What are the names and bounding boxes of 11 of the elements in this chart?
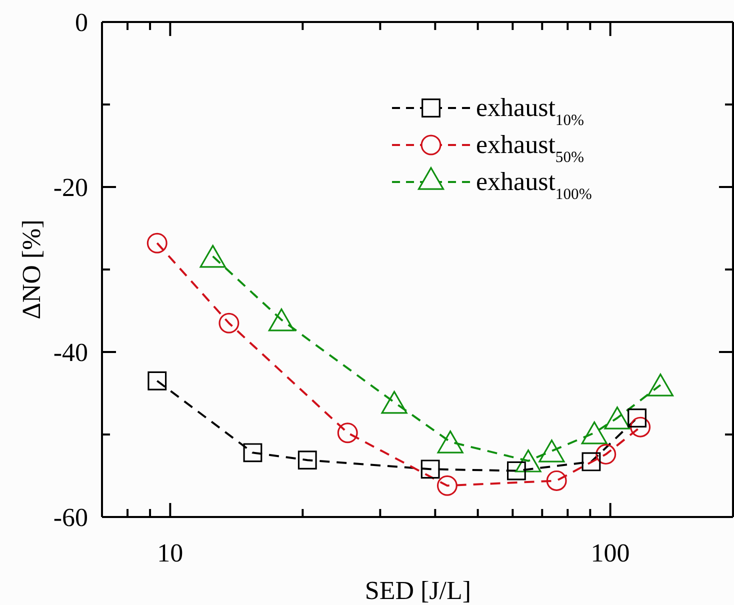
y-tick-label: -20: [53, 173, 88, 202]
legend-label: exhaust$_{10%}$: [476, 93, 584, 128]
y-tick-label: -60: [53, 503, 88, 532]
legend-label: exhaust$_{50%}$: [476, 130, 584, 166]
x-tick-label: 100: [590, 538, 630, 568]
legend-label: exhaust$_{100%}$: [476, 167, 592, 202]
x-axis-title: SED [J/L]: [364, 576, 472, 605]
y-tick-label: 0: [75, 8, 88, 38]
y-tick-label: -40: [53, 338, 88, 368]
y-axis-title: ΔNO [%]: [17, 220, 46, 320]
x-tick-label: 10: [157, 538, 184, 568]
